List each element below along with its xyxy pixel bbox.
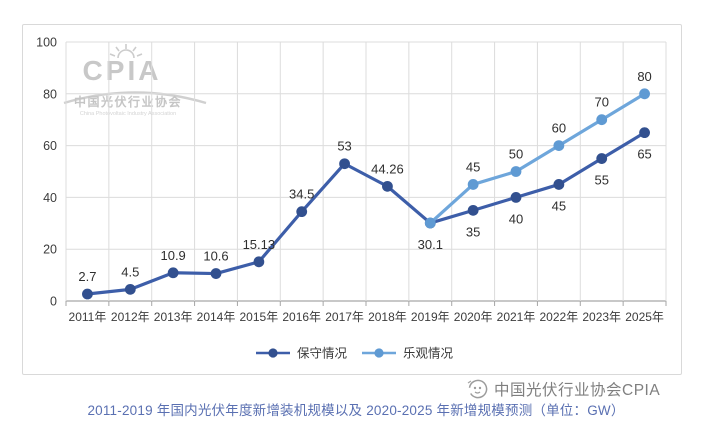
- data-point-保守情况-2011年: [82, 288, 93, 300]
- data-point-保守情况-2017年: [339, 158, 350, 170]
- data-point-保守情况-2022年: [553, 179, 565, 190]
- data-point-乐观情况-2022年: [553, 140, 565, 152]
- legend-label: 乐观情况: [403, 347, 454, 361]
- y-axis-tick-label: 20: [43, 243, 57, 257]
- x-axis-tick-label: 2018年: [368, 310, 407, 324]
- wechat-icon: [467, 379, 488, 399]
- data-point-保守情况-2023年: [596, 153, 608, 164]
- x-axis-tick-label: 2021年: [497, 310, 536, 324]
- data-point-乐观情况-2025年: [639, 88, 650, 100]
- data-label-保守情况-2011年: 2.7: [78, 269, 96, 284]
- cpia-acronym: CPIA: [83, 55, 162, 86]
- legend-item-乐观情况: 乐观情况: [362, 347, 454, 361]
- data-label-保守情况-2014年: 10.6: [203, 249, 228, 264]
- x-axis-tick-label: 2014年: [197, 310, 236, 324]
- legend-marker-swatch: [374, 348, 384, 358]
- data-point-保守情况-2016年: [296, 206, 308, 218]
- data-label-乐观情况-2022年: 60: [552, 121, 566, 136]
- data-point-保守情况-2013年: [167, 267, 179, 279]
- y-axis-tick-label: 0: [50, 295, 57, 309]
- data-point-乐观情况-2023年: [596, 114, 608, 126]
- cpia-arc: [63, 91, 207, 105]
- data-point-保守情况-2012年: [124, 283, 136, 295]
- data-label-保守情况-2015年: 15.13: [243, 237, 276, 252]
- x-axis-tick-label: 2020年: [454, 310, 493, 324]
- data-point-乐观情况-2021年: [510, 166, 522, 177]
- series-line-保守情况: [87, 131, 646, 296]
- data-label-保守情况-2021年: 40: [509, 211, 523, 226]
- legend: 保守情况 乐观情况: [256, 347, 454, 361]
- x-axis-tick-label: 2011年: [69, 310, 107, 324]
- x-axis-tick-label: 2025年: [625, 310, 664, 324]
- data-label-乐观情况-2021年: 50: [509, 147, 523, 162]
- data-label-保守情况-2023年: 55: [594, 173, 608, 188]
- data-point-保守情况-2014年: [210, 268, 222, 279]
- y-axis-tick-label: 40: [43, 191, 57, 205]
- data-point-保守情况-2015年: [253, 256, 265, 268]
- x-axis-tick-label: 2022年: [540, 310, 579, 324]
- data-label-保守情况-2019年: 30.1: [418, 237, 443, 252]
- legend-item-保守情况: 保守情况: [256, 347, 348, 361]
- footer-watermark: 中国光伏行业协会CPIA: [466, 377, 660, 400]
- footer-watermark-text: 中国光伏行业协会CPIA: [494, 381, 661, 399]
- data-label-保守情况-2018年: 44.26: [371, 161, 404, 176]
- data-label-乐观情况-2025年: 80: [637, 69, 651, 84]
- data-point-保守情况-2018年: [382, 180, 393, 192]
- data-label-乐观情况-2020年: 45: [466, 159, 480, 174]
- data-label-保守情况-2022年: 45: [552, 198, 566, 213]
- y-axis-tick-label: 60: [43, 139, 57, 153]
- cpia-name-en: China Photovoltaic Industry Association: [80, 111, 176, 117]
- y-axis-tick-label: 100: [36, 36, 57, 50]
- data-label-保守情况-2012年: 4.5: [121, 264, 139, 279]
- data-label-保守情况-2025年: 65: [637, 147, 651, 162]
- data-point-乐观情况-2020年: [467, 179, 479, 190]
- data-point-乐观情况-2019年: [424, 217, 436, 229]
- legend-label: 保守情况: [297, 347, 348, 361]
- x-axis-tick-label: 2017年: [325, 310, 364, 324]
- chart-caption: 2011-2019 年国内光伏年度新增装机规模以及 2020-2025 年新增规…: [87, 403, 625, 418]
- data-point-保守情况-2025年: [639, 127, 650, 139]
- x-axis-tick-label: 2019年: [411, 310, 450, 324]
- data-label-乐观情况-2023年: 70: [594, 95, 608, 110]
- data-point-保守情况-2021年: [510, 192, 522, 203]
- sun-icon: [109, 44, 143, 59]
- x-axis-tick-label: 2023年: [582, 310, 621, 324]
- data-point-保守情况-2020年: [467, 204, 479, 216]
- x-axis-tick-label: 2012年: [111, 310, 150, 324]
- cpia-name-cn: 中国光伏行业协会: [74, 94, 182, 109]
- x-axis-tick-label: 2013年: [154, 310, 193, 324]
- x-axis-tick-label: 2015年: [240, 310, 279, 324]
- legend-marker-swatch: [268, 348, 278, 358]
- data-label-保守情况-2017年: 53: [337, 139, 351, 154]
- x-axis-tick-label: 2016年: [282, 310, 321, 324]
- chart-frame: [22, 24, 682, 375]
- cpia-watermark-logo: CPIA 中国光伏行业协会 China Photovoltaic Industr…: [63, 44, 207, 117]
- data-label-保守情况-2020年: 35: [466, 224, 480, 239]
- data-label-保守情况-2013年: 10.9: [160, 248, 185, 263]
- y-axis-tick-label: 80: [43, 87, 57, 101]
- data-label-保守情况-2016年: 34.5: [289, 187, 314, 202]
- series-line-乐观情况: [429, 92, 646, 225]
